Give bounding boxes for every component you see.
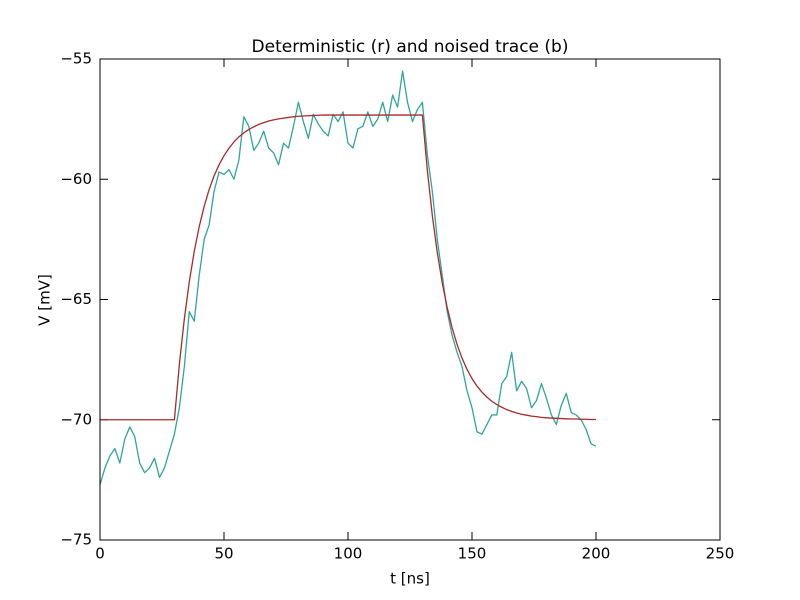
y-tick-label: −75 <box>60 531 92 549</box>
y-tick-label: −55 <box>60 50 92 68</box>
x-tick-label: 50 <box>214 545 233 563</box>
x-tick-label: 200 <box>582 545 611 563</box>
y-tick-label: −70 <box>60 410 92 428</box>
data-line <box>99 70 597 485</box>
x-tick-label: 0 <box>95 545 105 563</box>
plot-frame <box>99 58 721 541</box>
y-axis-label: V [mV] <box>36 274 54 326</box>
x-tick-label: 250 <box>706 545 735 563</box>
chart-title: Deterministic (r) and noised trace (b) <box>252 37 569 57</box>
x-axis-label: t [ns] <box>390 570 430 588</box>
data-line <box>100 114 596 421</box>
x-tick-label: 100 <box>334 545 363 563</box>
x-tick-label: 150 <box>458 545 487 563</box>
y-tick-label: −60 <box>60 170 92 188</box>
y-tick-label: −65 <box>60 290 92 308</box>
